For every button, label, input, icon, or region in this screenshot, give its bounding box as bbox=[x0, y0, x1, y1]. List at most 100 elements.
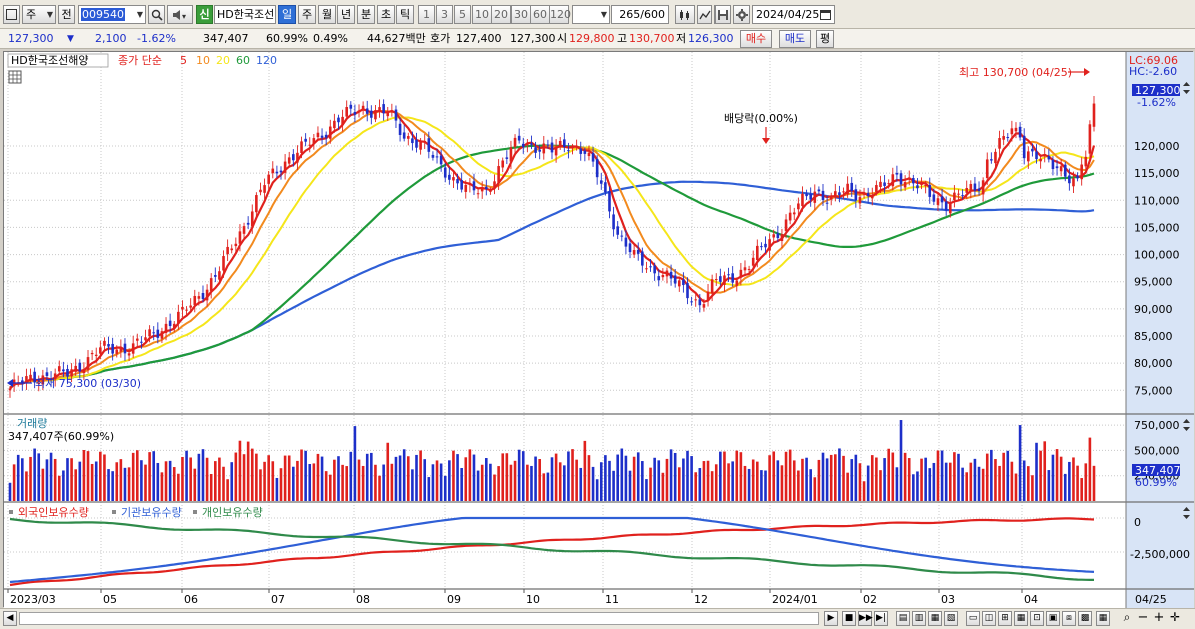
interval-button-3[interactable]: 3 bbox=[436, 5, 453, 24]
zoom-out-icon[interactable]: − bbox=[1137, 610, 1149, 625]
candle-body bbox=[201, 292, 205, 300]
hoga-label: 호가 bbox=[430, 32, 451, 45]
candle-body bbox=[423, 140, 427, 142]
candle-body bbox=[858, 197, 862, 204]
end-icon[interactable]: ▶| bbox=[874, 611, 888, 626]
view-4-icon[interactable]: ▦ bbox=[1014, 611, 1028, 626]
candle-body bbox=[292, 154, 295, 161]
layout-2-icon[interactable]: ▥ bbox=[912, 611, 926, 626]
stock-title: HD한국조선해양 bbox=[11, 53, 88, 67]
zoom-in-icon[interactable]: + bbox=[1153, 610, 1165, 625]
view-6-icon[interactable]: ▣ bbox=[1046, 611, 1060, 626]
candle-body bbox=[780, 234, 784, 242]
candle-body bbox=[764, 243, 767, 248]
candle-body bbox=[493, 181, 496, 188]
volume-scroll-icons[interactable] bbox=[1183, 419, 1190, 431]
gear-icon[interactable] bbox=[733, 5, 750, 24]
sell-button[interactable]: 매도 bbox=[779, 30, 811, 48]
layout-1-icon[interactable]: ▤ bbox=[896, 611, 910, 626]
stop-icon[interactable]: ■ bbox=[842, 611, 856, 626]
candle-body bbox=[1047, 156, 1051, 160]
candle-body bbox=[328, 126, 332, 139]
volume-bar bbox=[1084, 463, 1088, 501]
view-5-icon[interactable]: ⊡ bbox=[1030, 611, 1044, 626]
horizontal-scrollbar[interactable] bbox=[19, 612, 819, 625]
candle-type-icon[interactable] bbox=[675, 5, 695, 24]
price-axis-label: 105,000 bbox=[1134, 221, 1180, 234]
prev-button[interactable]: 전 bbox=[58, 5, 75, 24]
candle-body bbox=[49, 378, 53, 380]
candle-body bbox=[686, 283, 689, 299]
view-1-icon[interactable]: ▭ bbox=[966, 611, 980, 626]
volume-bar bbox=[82, 450, 86, 501]
volume-bar bbox=[936, 450, 940, 501]
volume-bar bbox=[538, 459, 541, 501]
scroll-left-icon[interactable]: ◀ bbox=[3, 611, 17, 626]
low-price: 126,300 bbox=[688, 32, 734, 45]
volume-ratio: 60.99% bbox=[266, 32, 308, 45]
volume-bar bbox=[37, 453, 41, 501]
average-button[interactable]: 평 bbox=[816, 30, 834, 48]
tab-3[interactable]: 년 bbox=[337, 5, 355, 24]
data-count-field[interactable]: 265/600 bbox=[611, 5, 669, 24]
move-icon[interactable]: ✛ bbox=[1169, 610, 1181, 624]
volume-bar bbox=[834, 454, 837, 501]
view-9-icon[interactable]: ▦ bbox=[1096, 611, 1110, 626]
window-menu-icon[interactable] bbox=[3, 5, 20, 24]
holdings-scroll-icons[interactable] bbox=[1183, 507, 1190, 519]
candle-body bbox=[821, 190, 825, 201]
candle-body bbox=[932, 194, 936, 202]
ma-legend-5: 5 bbox=[180, 54, 187, 67]
volume-bar bbox=[197, 453, 201, 501]
volume-bar bbox=[563, 465, 566, 501]
period-select[interactable]: 주 ▼ bbox=[22, 5, 56, 24]
scroll-right-icon[interactable]: ▶ bbox=[824, 611, 838, 626]
tab-5[interactable]: 초 bbox=[377, 5, 395, 24]
interval-button-1[interactable]: 1 bbox=[418, 5, 435, 24]
interval-button-30[interactable]: 30 bbox=[511, 5, 531, 24]
candle-body bbox=[304, 138, 307, 142]
view-2-icon[interactable]: ◫ bbox=[982, 611, 996, 626]
layout-4-icon[interactable]: ▧ bbox=[944, 611, 958, 626]
scroll-arrow-icons[interactable] bbox=[1183, 82, 1190, 94]
tab-2[interactable]: 월 bbox=[318, 5, 336, 24]
fast-forward-icon[interactable]: ▶▶ bbox=[858, 611, 873, 626]
tab-0[interactable]: 일 bbox=[278, 5, 296, 24]
date-input[interactable]: 2024/04/25 bbox=[752, 5, 835, 24]
tab-4[interactable]: 분 bbox=[357, 5, 375, 24]
stock-code-input[interactable]: 009540 ▼ bbox=[78, 5, 146, 24]
volume-bar bbox=[316, 453, 320, 501]
table-view-icon[interactable] bbox=[8, 70, 22, 84]
volume-bar bbox=[402, 449, 406, 501]
volume-bar bbox=[74, 469, 77, 501]
volume-bar bbox=[595, 479, 599, 501]
candle-body bbox=[205, 289, 209, 301]
buy-button[interactable]: 매수 bbox=[740, 30, 772, 48]
candle-body bbox=[944, 201, 948, 211]
new-listing-badge: 신 bbox=[196, 5, 213, 24]
draw-tool-icon[interactable] bbox=[697, 5, 712, 24]
interval-button-120[interactable]: 120 bbox=[549, 5, 571, 24]
candle-body bbox=[1043, 154, 1047, 156]
view-8-icon[interactable]: ▩ bbox=[1078, 611, 1092, 626]
volume-bar bbox=[234, 452, 238, 501]
candle-body bbox=[870, 195, 874, 199]
interval-button-5[interactable]: 5 bbox=[454, 5, 471, 24]
layout-3-icon[interactable]: ▦ bbox=[928, 611, 942, 626]
calendar-icon[interactable] bbox=[820, 9, 831, 20]
tab-6[interactable]: 틱 bbox=[396, 5, 414, 24]
empty-select[interactable]: ▼ bbox=[572, 5, 610, 24]
zoom-search-icon[interactable]: ⌕ bbox=[1123, 610, 1131, 624]
save-icon[interactable] bbox=[715, 5, 731, 24]
search-icon[interactable] bbox=[148, 5, 165, 24]
view-7-icon[interactable]: ⧈ bbox=[1062, 611, 1076, 626]
interval-button-60[interactable]: 60 bbox=[530, 5, 550, 24]
interval-button-10[interactable]: 10 bbox=[472, 5, 492, 24]
chart-canvas[interactable]: HD한국조선해양 종가 단순 5 10 20 60 120 120,000115,000… bbox=[4, 52, 1194, 608]
tab-1[interactable]: 주 bbox=[298, 5, 316, 24]
candle-body bbox=[214, 275, 217, 277]
speaker-icon[interactable]: ▾ bbox=[167, 5, 193, 24]
chart-area[interactable]: HD한국조선해양 종가 단순 5 10 20 60 120 120,000 115,000… bbox=[3, 51, 1194, 608]
interval-button-20[interactable]: 20 bbox=[491, 5, 511, 24]
view-3-icon[interactable]: ⊞ bbox=[998, 611, 1012, 626]
